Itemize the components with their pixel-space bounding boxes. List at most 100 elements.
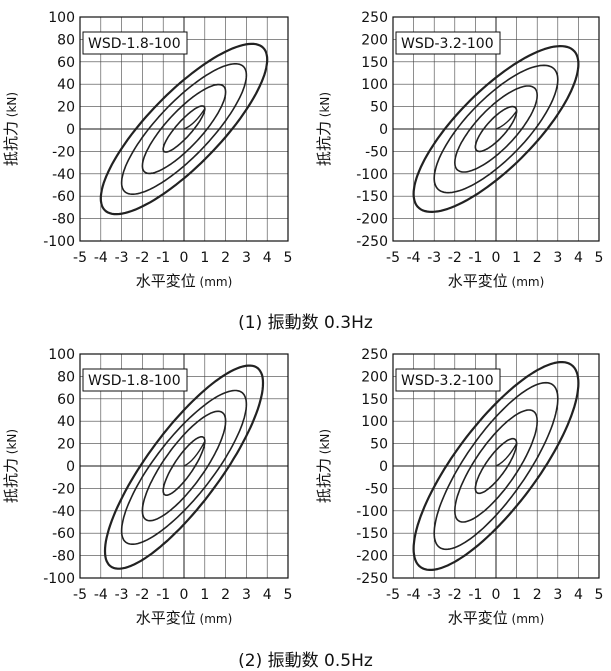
hysteresis-loop bbox=[474, 437, 518, 495]
x-tick-label: 5 bbox=[284, 587, 293, 603]
x-tick-label: 4 bbox=[263, 250, 272, 266]
x-tick-label: -3 bbox=[427, 587, 441, 603]
x-axis-label-text: 水平変位 bbox=[136, 272, 196, 290]
x-tick-label: 0 bbox=[180, 250, 189, 266]
y-tick-label: -200 bbox=[356, 212, 388, 228]
hysteresis-loop bbox=[103, 364, 265, 570]
specimen-label: WSD-1.8-100 bbox=[82, 31, 188, 55]
x-tick-label: 5 bbox=[595, 250, 604, 266]
x-axis-label: 水平変位 (mm) bbox=[448, 609, 545, 627]
y-tick-label: 50 bbox=[370, 437, 388, 453]
x-tick-label: -1 bbox=[156, 587, 170, 603]
x-tick-label: 2 bbox=[221, 250, 230, 266]
x-axis-label-text: 水平変位 bbox=[136, 609, 196, 627]
x-tick-label: 5 bbox=[284, 250, 293, 266]
y-tick-label: -80 bbox=[52, 549, 75, 565]
x-tick-label: 1 bbox=[200, 250, 209, 266]
y-axis-label-text: 抵抗力 bbox=[2, 458, 20, 503]
y-tick-label: -20 bbox=[52, 144, 75, 160]
y-axis-label-text: 抵抗力 bbox=[315, 458, 333, 503]
y-tick-label: -250 bbox=[356, 234, 388, 250]
x-tick-label: -4 bbox=[94, 250, 108, 266]
x-tick-label: -1 bbox=[468, 250, 482, 266]
x-tick-label: -2 bbox=[135, 587, 149, 603]
y-tick-label: 100 bbox=[48, 347, 75, 363]
caption-bottom: (2) 振動数 0.5Hz bbox=[238, 651, 373, 671]
hysteresis-loop bbox=[120, 389, 248, 545]
x-tick-label: 3 bbox=[242, 250, 251, 266]
hysteresis-loop bbox=[99, 42, 269, 216]
x-tick-label: 1 bbox=[512, 587, 521, 603]
y-tick-label: -100 bbox=[43, 234, 75, 250]
initial-loading-curve bbox=[183, 441, 206, 467]
y-tick-label: -250 bbox=[356, 571, 388, 587]
y-tick-label: -40 bbox=[52, 167, 75, 183]
y-axis-label: 抵抗力 (kN) bbox=[315, 92, 333, 166]
x-axis-unit: (mm) bbox=[508, 275, 545, 289]
x-tick-label: -5 bbox=[73, 250, 87, 266]
specimen-label-text: WSD-1.8-100 bbox=[88, 36, 181, 52]
x-tick-label: 2 bbox=[533, 250, 542, 266]
hysteresis-loop bbox=[141, 83, 227, 175]
y-tick-label: 100 bbox=[361, 77, 388, 93]
y-tick-label: -50 bbox=[365, 144, 388, 160]
x-tick-label: 4 bbox=[574, 250, 583, 266]
x-axis-label-text: 水平変位 bbox=[448, 272, 508, 290]
y-axis-unit: (kN) bbox=[5, 429, 19, 458]
y-tick-label: 20 bbox=[57, 437, 75, 453]
y-tick-label: 250 bbox=[361, 347, 388, 363]
x-axis-unit: (mm) bbox=[196, 275, 233, 289]
x-tick-label: -1 bbox=[156, 250, 170, 266]
hysteresis-loop bbox=[454, 409, 538, 523]
hysteresis-loop bbox=[141, 410, 227, 522]
y-tick-label: 0 bbox=[379, 459, 388, 475]
y-tick-label: 0 bbox=[66, 122, 75, 138]
x-tick-label: 3 bbox=[553, 250, 562, 266]
plot-frame bbox=[392, 353, 600, 579]
y-tick-label: 50 bbox=[370, 100, 388, 116]
x-tick-label: -3 bbox=[115, 587, 129, 603]
y-tick-label: 250 bbox=[361, 10, 388, 26]
y-tick-label: -150 bbox=[356, 189, 388, 205]
y-tick-label: 40 bbox=[57, 414, 75, 430]
x-tick-label: -5 bbox=[386, 250, 400, 266]
x-tick-label: -2 bbox=[135, 250, 149, 266]
y-tick-label: 100 bbox=[361, 414, 388, 430]
plot-frame bbox=[79, 353, 289, 579]
plot-frame bbox=[392, 16, 600, 242]
hysteresis-loop bbox=[120, 63, 248, 195]
specimen-label-text: WSD-3.2-100 bbox=[401, 373, 494, 389]
specimen-label-text: WSD-3.2-100 bbox=[401, 36, 494, 52]
x-tick-label: -1 bbox=[468, 587, 482, 603]
x-tick-label: 0 bbox=[492, 587, 501, 603]
x-tick-label: -5 bbox=[386, 587, 400, 603]
y-axis-label-text: 抵抗力 bbox=[315, 121, 333, 166]
x-tick-label: -2 bbox=[448, 587, 462, 603]
specimen-label-box bbox=[395, 368, 501, 392]
y-tick-label: 40 bbox=[57, 77, 75, 93]
y-tick-label: -100 bbox=[43, 571, 75, 587]
y-axis-label: 抵抗力 (kN) bbox=[2, 92, 20, 166]
y-tick-label: -60 bbox=[52, 189, 75, 205]
y-tick-label: 150 bbox=[361, 55, 388, 71]
specimen-label-text: WSD-1.8-100 bbox=[88, 373, 181, 389]
x-tick-label: -4 bbox=[407, 250, 421, 266]
x-axis-label: 水平変位 (mm) bbox=[136, 272, 233, 290]
x-tick-label: 1 bbox=[200, 587, 209, 603]
y-tick-label: -40 bbox=[52, 504, 75, 520]
hysteresis-loop bbox=[412, 45, 580, 213]
initial-loading-curve bbox=[183, 108, 206, 130]
specimen-label: WSD-3.2-100 bbox=[395, 368, 501, 392]
hysteresis-loop bbox=[474, 105, 518, 153]
initial-loading-curve bbox=[495, 110, 518, 130]
plot-frame bbox=[79, 16, 289, 242]
x-tick-label: -2 bbox=[448, 250, 462, 266]
x-tick-label: 2 bbox=[221, 587, 230, 603]
y-tick-label: 20 bbox=[57, 100, 75, 116]
y-tick-label: -200 bbox=[356, 549, 388, 565]
y-tick-label: -20 bbox=[52, 481, 75, 497]
x-tick-label: 1 bbox=[512, 250, 521, 266]
hysteresis-loop bbox=[433, 381, 559, 551]
